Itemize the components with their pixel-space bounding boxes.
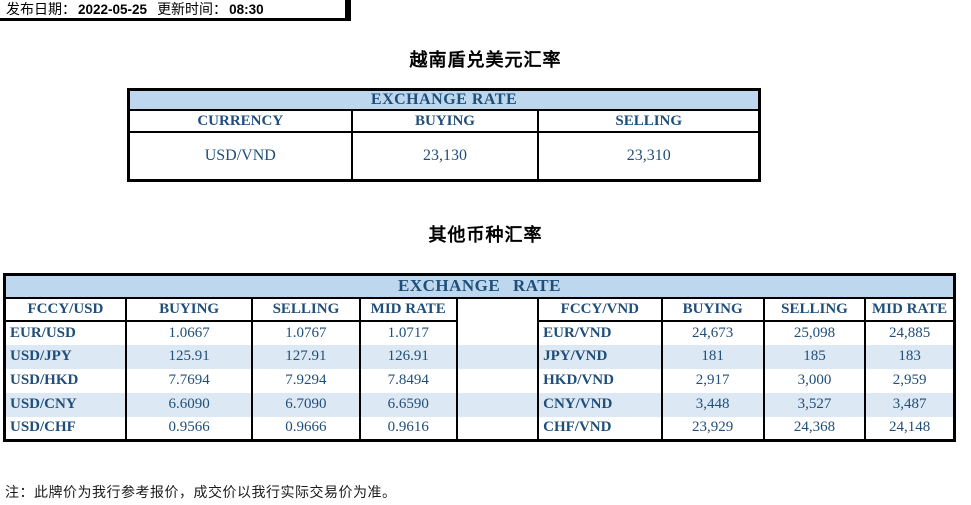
mid-rate-cell: 24,148	[864, 416, 956, 441]
selling-rate-cell: 3,527	[762, 392, 867, 417]
column-header-buying: BUYING	[350, 109, 540, 133]
buying-rate-cell: 0.9566	[124, 416, 254, 441]
buying-rate-cell: 1.0667	[124, 320, 254, 345]
buying-rate-cell: 7.7694	[124, 368, 254, 393]
table2-band-title: EXCHANGE RATE	[3, 274, 956, 299]
selling-rate-cell: 24,368	[762, 416, 867, 441]
column-header-fccy-usd: FCCY/USD	[3, 297, 127, 322]
table-row: USD/CNY 6.6090 6.7090 6.6590 CNY/VND 3,4…	[3, 392, 956, 417]
update-time-value: 08:30	[229, 1, 264, 17]
column-header-buying: BUYING	[660, 297, 765, 322]
mid-rate-cell: 24,885	[864, 320, 956, 345]
selling-rate-cell: 1.0767	[251, 320, 361, 345]
mid-rate-cell: 126.91	[358, 344, 458, 369]
section1-title: 越南盾兑美元汇率	[409, 50, 562, 70]
currency-pair-cell: JPY/VND	[537, 344, 663, 369]
buying-rate-cell: 23,929	[660, 416, 765, 441]
mid-rate-cell: 1.0717	[358, 320, 458, 345]
table1-header-row: CURRENCY BUYING SELLING	[127, 109, 761, 133]
column-header-mid-rate: MID RATE	[358, 297, 458, 322]
spacer-cell	[455, 344, 540, 369]
table2-header-row: FCCY/USD BUYING SELLING MID RATE FCCY/VN…	[3, 297, 956, 322]
currency-pair-cell: CHF/VND	[537, 416, 663, 441]
selling-rate-cell: 127.91	[251, 344, 361, 369]
mid-rate-cell: 7.8494	[358, 368, 458, 393]
buying-rate-cell: 125.91	[124, 344, 254, 369]
buying-rate-cell: 181	[660, 344, 765, 369]
disclaimer-note: 注：此牌价为我行参考报价，成交价以我行实际交易价为准。	[5, 486, 397, 501]
spacer-cell	[455, 297, 540, 321]
selling-rate-cell: 6.7090	[251, 392, 361, 417]
buying-rate-cell: 6.6090	[124, 392, 254, 417]
column-header-mid-rate: MID RATE	[864, 297, 956, 322]
table1-band-row: EXCHANGE RATE	[127, 88, 761, 111]
column-header-selling: SELLING	[762, 297, 867, 322]
section2-title: 其他币种汇率	[428, 225, 543, 245]
currency-pair-cell: USD/CNY	[3, 392, 127, 417]
mid-rate-cell: 2,959	[864, 368, 956, 393]
buying-rate-cell: 2,917	[660, 368, 765, 393]
table-row: USD/VND 23,130 23,310	[127, 131, 761, 181]
currency-pair-cell: USD/HKD	[3, 368, 127, 393]
table1-band-title: EXCHANGE RATE	[127, 88, 761, 111]
column-header-selling: SELLING	[537, 109, 761, 133]
selling-rate-cell: 23,310	[537, 131, 761, 181]
currency-pair-cell: EUR/VND	[537, 320, 663, 345]
selling-rate-cell: 185	[762, 344, 867, 369]
selling-rate-cell: 0.9666	[251, 416, 361, 441]
currency-pair-cell: CNY/VND	[537, 392, 663, 417]
mid-rate-cell: 183	[864, 344, 956, 369]
column-header-fccy-vnd: FCCY/VND	[537, 297, 663, 322]
currency-pair-cell: USD/JPY	[3, 344, 127, 369]
spacer-cell	[455, 416, 540, 441]
mid-rate-cell: 3,487	[864, 392, 956, 417]
column-header-buying: BUYING	[124, 297, 254, 322]
publish-info-box: 发布日期： 2022-05-25 更新时间： 08:30	[0, 0, 351, 21]
mid-rate-cell: 6.6590	[358, 392, 458, 417]
column-header-currency: CURRENCY	[127, 109, 353, 133]
selling-rate-cell: 25,098	[762, 320, 867, 345]
column-header-selling: SELLING	[251, 297, 361, 322]
table-row: USD/JPY 125.91 127.91 126.91 JPY/VND 181…	[3, 344, 956, 369]
mid-rate-cell: 0.9616	[358, 416, 458, 441]
usd-vnd-rate-table: EXCHANGE RATE CURRENCY BUYING SELLING US…	[127, 88, 761, 182]
selling-rate-cell: 7.9294	[251, 368, 361, 393]
currency-pair-cell: EUR/USD	[3, 320, 127, 345]
selling-rate-cell: 3,000	[762, 368, 867, 393]
spacer-cell	[455, 368, 540, 393]
buying-rate-cell: 24,673	[660, 320, 765, 345]
update-time-label: 更新时间：	[157, 3, 228, 18]
spacer-cell	[455, 392, 540, 417]
spacer-cell	[455, 320, 540, 345]
buying-rate-cell: 23,130	[350, 131, 540, 181]
table-row: USD/HKD 7.7694 7.9294 7.8494 HKD/VND 2,9…	[3, 368, 956, 393]
currency-pair-cell: USD/CHF	[3, 416, 127, 441]
currency-pair-cell: HKD/VND	[537, 368, 663, 393]
table-row: EUR/USD 1.0667 1.0767 1.0717 EUR/VND 24,…	[3, 320, 956, 345]
other-currencies-rate-table: EXCHANGE RATE FCCY/USD BUYING SELLING MI…	[3, 273, 956, 442]
table2-band-row: EXCHANGE RATE	[3, 274, 956, 299]
currency-pair-cell: USD/VND	[127, 131, 353, 181]
publish-date-value: 2022-05-25	[78, 1, 148, 17]
publish-date-label: 发布日期：	[6, 3, 76, 18]
buying-rate-cell: 3,448	[660, 392, 765, 417]
table-row: USD/CHF 0.9566 0.9666 0.9616 CHF/VND 23,…	[3, 416, 956, 441]
